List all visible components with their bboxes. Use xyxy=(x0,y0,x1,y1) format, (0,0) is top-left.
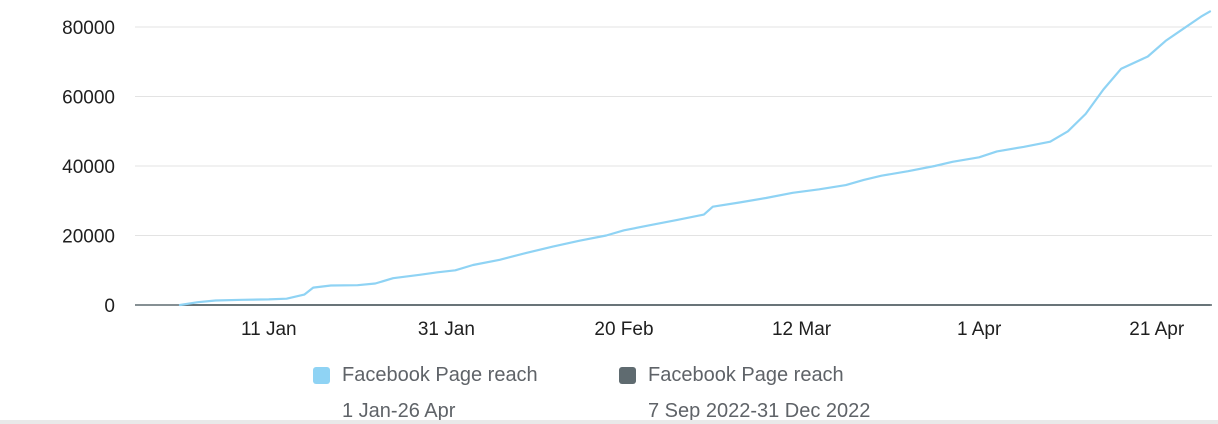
y-tick-label: 60000 xyxy=(62,88,115,109)
y-tick-label: 20000 xyxy=(62,227,115,248)
legend-series-name: Facebook Page reach xyxy=(648,363,844,386)
y-axis-tick-labels: 0 20000 40000 60000 80000 xyxy=(62,18,115,317)
x-tick-label: 11 Jan xyxy=(241,319,297,340)
series-lines xyxy=(178,10,1212,307)
legend-item-previous[interactable]: Facebook Page reach 7 Sep 2022-31 Dec 20… xyxy=(619,362,870,423)
legend-swatch-current xyxy=(313,366,330,384)
legend-item-current[interactable]: Facebook Page reach 1 Jan-26 Apr xyxy=(313,362,538,423)
x-tick-label: 20 Feb xyxy=(594,319,653,340)
x-tick-label: 1 Apr xyxy=(957,319,1002,340)
gridlines xyxy=(135,26,1212,306)
y-tick-label: 40000 xyxy=(62,157,115,178)
line-chart: 0 20000 40000 60000 80000 11 Jan 31 Jan 20 Feb… xyxy=(62,10,1212,340)
y-tick-label: 0 xyxy=(104,296,115,317)
bottom-divider xyxy=(0,420,1218,424)
y-tick-label: 80000 xyxy=(62,18,115,39)
legend-date-range: 7 Sep 2022-31 Dec 2022 xyxy=(648,400,871,422)
x-tick-label: 12 Mar xyxy=(772,319,832,340)
legend-series-name: Facebook Page reach xyxy=(342,363,538,386)
series-line-current xyxy=(178,10,1212,307)
x-tick-label: 31 Jan xyxy=(418,319,475,340)
x-axis-tick-labels: 11 Jan 31 Jan 20 Feb 12 Mar 1 Apr 21 Apr xyxy=(241,319,1185,340)
legend-swatch-previous xyxy=(619,366,636,384)
x-tick-label: 21 Apr xyxy=(1129,319,1185,340)
legend-date-range: 1 Jan-26 Apr xyxy=(342,400,456,422)
